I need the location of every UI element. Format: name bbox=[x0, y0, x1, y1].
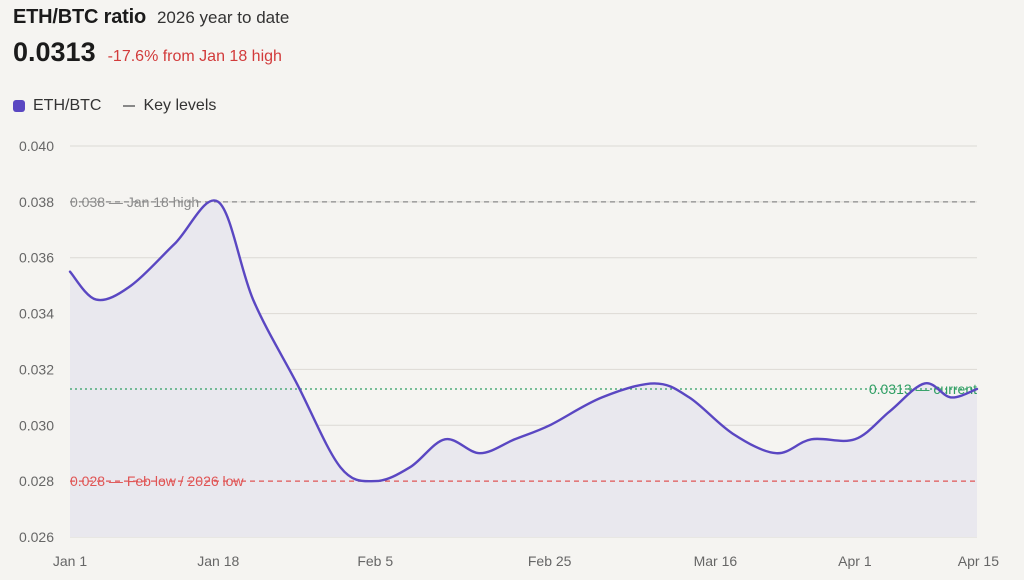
y-tick-label: 0.026 bbox=[19, 529, 54, 545]
series-swatch-icon bbox=[13, 100, 25, 112]
current-value: 0.0313 bbox=[13, 37, 96, 67]
series-line bbox=[68, 199, 979, 483]
x-tick-label: Apr 15 bbox=[958, 553, 999, 569]
legend-item-series[interactable]: ETH/BTC bbox=[13, 97, 101, 115]
y-tick-label: 0.038 bbox=[19, 194, 54, 210]
y-tick-label: 0.032 bbox=[19, 361, 54, 377]
key-level-label-current: 0.0313 — current bbox=[869, 381, 977, 397]
y-tick-label: 0.036 bbox=[19, 250, 54, 266]
y-tick-label: 0.034 bbox=[19, 306, 54, 322]
x-tick-label: Mar 16 bbox=[694, 553, 738, 569]
chart-header: ETH/BTC ratio 2026 year to date 0.0313 -… bbox=[13, 6, 289, 68]
legend-series-label: ETH/BTC bbox=[33, 97, 102, 114]
y-tick-label: 0.028 bbox=[19, 473, 54, 489]
legend-levels-label: Key levels bbox=[143, 97, 217, 114]
series-area bbox=[70, 200, 977, 537]
key-level-label-low: 0.028 — Feb low / 2026 low bbox=[70, 473, 244, 489]
chart-subtitle: 2026 year to date bbox=[156, 8, 290, 27]
legend-item-key-levels[interactable]: Key levels bbox=[123, 97, 216, 115]
dash-swatch-icon bbox=[123, 105, 136, 107]
change-from-high: -17.6% from Jan 18 high bbox=[107, 48, 282, 65]
value-row: 0.0313 -17.6% from Jan 18 high bbox=[13, 37, 289, 68]
x-tick-label: Jan 18 bbox=[197, 553, 239, 569]
y-tick-label: 0.030 bbox=[19, 417, 54, 433]
x-tick-label: Feb 25 bbox=[528, 553, 572, 569]
y-tick-label: 0.040 bbox=[19, 138, 54, 154]
x-tick-label: Feb 5 bbox=[357, 553, 393, 569]
x-tick-label: Apr 1 bbox=[838, 553, 872, 569]
title-row: ETH/BTC ratio 2026 year to date bbox=[13, 6, 289, 29]
legend: ETH/BTC Key levels bbox=[13, 97, 216, 115]
x-tick-label: Jan 1 bbox=[53, 553, 87, 569]
chart-title: ETH/BTC ratio bbox=[13, 6, 146, 28]
key-level-label-high: 0.038 — Jan 18 high bbox=[70, 194, 199, 210]
